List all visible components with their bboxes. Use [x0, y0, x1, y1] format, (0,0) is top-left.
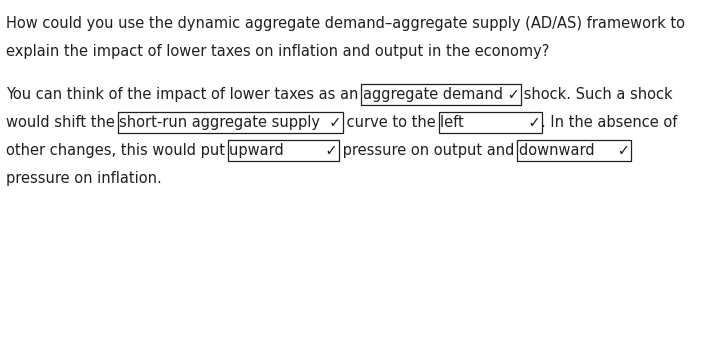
Text: aggregate demand ✓: aggregate demand ✓ [362, 87, 519, 102]
Text: You can think of the impact of lower taxes as an: You can think of the impact of lower tax… [6, 87, 362, 102]
Text: curve to the: curve to the [341, 115, 440, 130]
Text: short-run aggregate supply  ✓: short-run aggregate supply ✓ [119, 115, 341, 130]
Text: would shift the: would shift the [6, 115, 119, 130]
Text: How could you use the dynamic aggregate demand–aggregate supply (AD/AS) framewor: How could you use the dynamic aggregate … [6, 16, 685, 31]
Text: left              ✓: left ✓ [440, 115, 540, 130]
Text: explain the impact of lower taxes on inflation and output in the economy?: explain the impact of lower taxes on inf… [6, 44, 549, 59]
Text: shock. Such a shock: shock. Such a shock [519, 87, 673, 102]
Text: pressure on output and: pressure on output and [338, 143, 519, 158]
Text: other changes, this would put: other changes, this would put [6, 143, 229, 158]
Text: pressure on inflation.: pressure on inflation. [6, 171, 161, 186]
Text: upward         ✓: upward ✓ [229, 143, 338, 158]
Text: downward     ✓: downward ✓ [519, 143, 630, 158]
Text: . In the absence of: . In the absence of [540, 115, 677, 130]
